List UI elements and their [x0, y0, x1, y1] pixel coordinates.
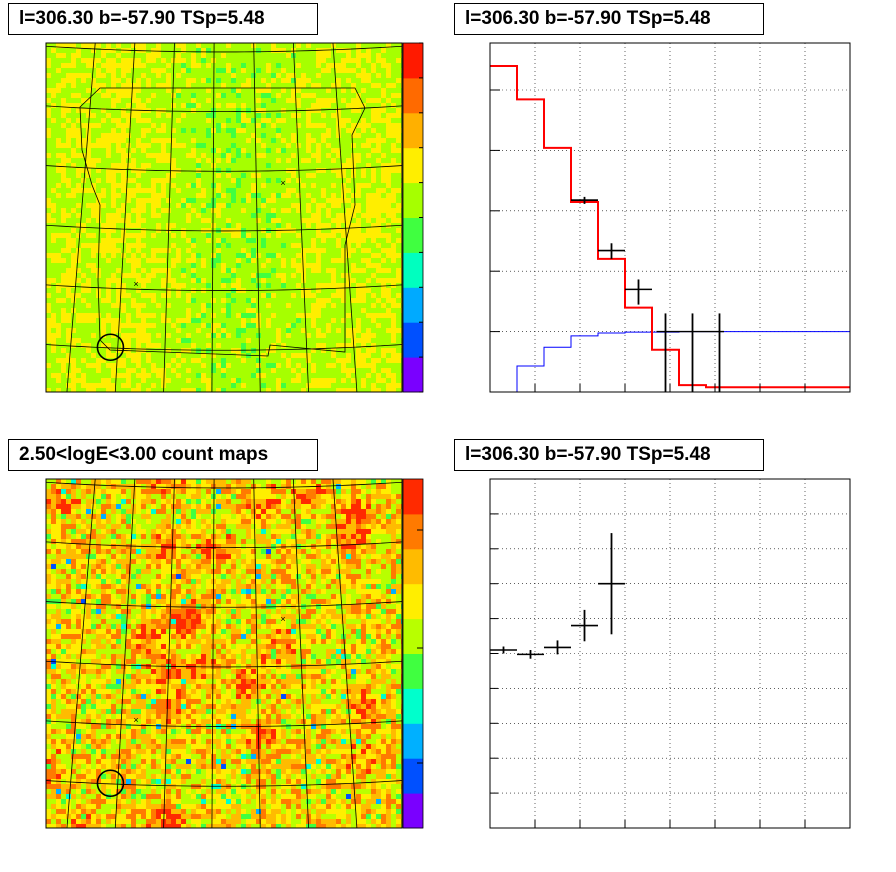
graticule-lat-line: [46, 45, 402, 53]
graticule-lon-line: [114, 479, 136, 828]
seed-marker: ×: [280, 614, 285, 624]
graticule-lat-line: [46, 344, 402, 351]
residual-plot: [489, 478, 851, 829]
colorbar-segment: [403, 662, 423, 672]
colorbar-segment: [403, 112, 423, 149]
colorbar-segment: [403, 566, 423, 576]
colorbar-segment: [403, 287, 423, 323]
graticule-lon-line: [163, 479, 175, 828]
colorbar-segment: [403, 322, 423, 358]
colorbar-segment: [403, 653, 423, 663]
graticule-lon-line: [332, 479, 358, 828]
count-map-title: 2.50<logE<3.00 count maps: [8, 439, 318, 471]
graticule-lon-line: [211, 479, 215, 828]
colorbar-segment: [403, 766, 423, 777]
target-circle: [96, 769, 125, 798]
colorbar-segment: [403, 636, 423, 646]
colorbar-segment: [403, 609, 423, 620]
colorbar-segment: [403, 644, 423, 654]
colorbar-segment: [403, 758, 423, 768]
map-frame: [45, 42, 403, 393]
colorbar-segment: [403, 496, 423, 506]
colorbar-segment: [403, 531, 423, 541]
colorbar-segment: [403, 749, 423, 759]
colorbar-segment: [403, 252, 423, 288]
ts-map-pixels: ××: [46, 43, 402, 392]
graticule-lat-line: [46, 284, 402, 291]
colorbar-segment: [403, 723, 423, 733]
ts-map-title: l=306.30 b=-57.90 TSp=5.48: [8, 3, 318, 35]
colorbar-segment: [403, 819, 423, 829]
colorbar-segment: [403, 43, 423, 79]
graticule-lat-line: [46, 780, 402, 787]
colorbar-segment: [403, 688, 423, 698]
colorbar-segment: [403, 182, 423, 218]
colorbar-segment: [403, 147, 423, 184]
colorbar-segment: [403, 592, 423, 602]
residual-title: l=306.30 b=-57.90 TSp=5.48: [454, 439, 764, 471]
graticule-lat-line: [46, 601, 402, 608]
colorbar-segment: [403, 670, 423, 681]
colorbar-segment: [403, 505, 423, 515]
count-map: ××: [45, 478, 403, 829]
colorbar-segment: [403, 513, 423, 524]
seed-marker: ×: [133, 279, 138, 289]
graticule-lon-line: [292, 479, 309, 828]
graticule-lon-line: [253, 43, 261, 392]
colorbar-segment: [403, 714, 423, 724]
seed-marker: ×: [280, 178, 285, 188]
colorbar-frame: [402, 478, 424, 829]
spectrum-title: l=306.30 b=-57.90 TSp=5.48: [454, 3, 764, 35]
graticule-lat-line: [46, 105, 402, 113]
colorbar-segment: [403, 775, 423, 785]
graticule-lat-line: [46, 165, 402, 172]
colorbar-segment: [403, 740, 423, 750]
colorbar-segment: [403, 574, 423, 585]
colorbar-segment: [403, 801, 423, 812]
plot-area: [490, 43, 850, 392]
count-map-pixels: ××: [46, 479, 402, 828]
colorbar-segment: [403, 357, 423, 393]
ts-map: ××: [45, 42, 403, 393]
colorbar-segment: [403, 217, 423, 253]
colorbar-segment: [403, 627, 423, 637]
graticule-lon-line: [332, 43, 358, 392]
graticule-lat-line: [46, 720, 402, 727]
colorbar-segment: [403, 601, 423, 611]
graticule-lat-line: [46, 481, 402, 489]
colorbar-segment: [403, 522, 423, 532]
spectrum-plot: [489, 42, 851, 393]
colorbar-segment: [403, 77, 423, 114]
colorbar-segment: [403, 705, 423, 716]
roi-outline: [79, 87, 366, 357]
graticule-lon-line: [211, 43, 215, 392]
seed-marker: ×: [133, 715, 138, 725]
colorbar-segment: [403, 583, 423, 593]
colorbar-segment: [403, 732, 423, 742]
graticule-lat-line: [46, 660, 402, 668]
colorbar-segment: [403, 479, 423, 489]
colorbar-segment: [403, 618, 423, 628]
map-frame: [45, 478, 403, 829]
count-colorbar: [402, 478, 424, 829]
colorbar-segment: [403, 810, 423, 820]
ts-colorbar: [402, 42, 424, 393]
graticule-lon-line: [292, 43, 309, 392]
colorbar-segment: [403, 540, 423, 550]
colorbar-segment: [403, 793, 423, 803]
target-circle: [96, 333, 125, 362]
colorbar-segment: [403, 784, 423, 794]
colorbar-segment: [403, 487, 423, 497]
colorbar-segment: [403, 697, 423, 707]
graticule-lon-line: [66, 43, 96, 392]
graticule-lon-line: [114, 43, 136, 392]
colorbar-segment: [403, 679, 423, 689]
colorbar-segment: [403, 548, 423, 559]
graticule-lat-line: [46, 541, 402, 549]
colorbar-segment: [403, 557, 423, 567]
graticule-lon-line: [253, 479, 261, 828]
graticule-lon-line: [66, 479, 96, 828]
graticule-lon-line: [163, 43, 175, 392]
